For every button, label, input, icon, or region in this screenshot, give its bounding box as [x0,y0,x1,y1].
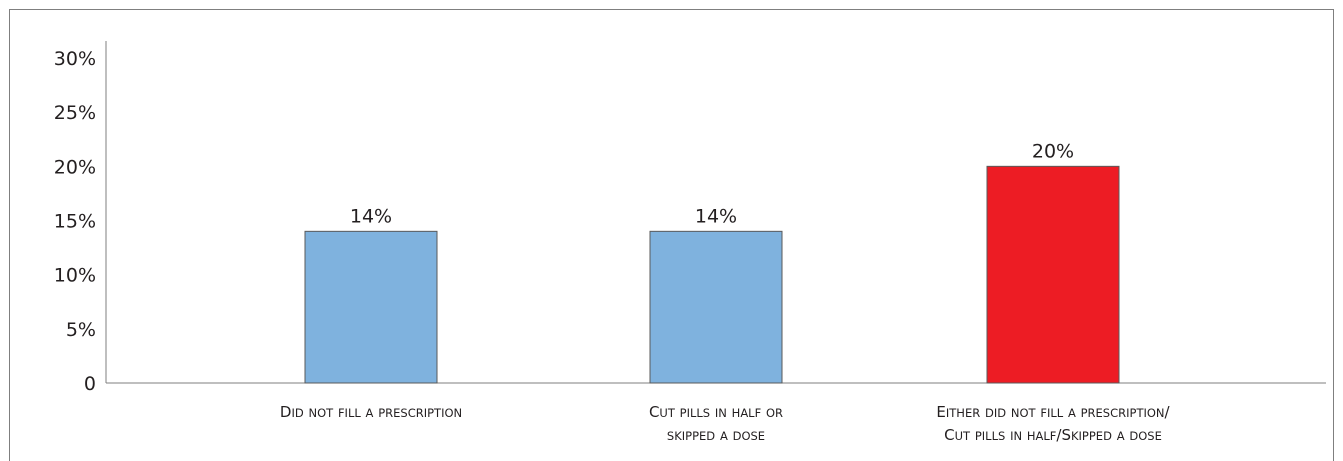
x-tick-label: CUT PILLS IN HALF OR [649,403,783,421]
y-tick-label: 25% [54,102,96,124]
bar [304,230,438,384]
x-tick-label: DID NOT FILL A PRESCRIPTION [280,403,462,421]
y-tick-label: 10% [54,265,96,287]
x-tick-label: SKIPPED A DOSE [667,426,765,444]
x-tick-label: CUT PILLS IN HALF/SKIPPED A DOSE [944,426,1162,444]
y-tick-label: 0 [84,373,96,395]
y-tick-label: 15% [54,211,96,233]
data-label: 14% [695,205,737,227]
y-tick-label: 30% [54,48,96,70]
bar [986,165,1120,384]
data-label: 20% [1032,140,1074,162]
y-tick-label: 5% [66,319,96,341]
x-tick-label: EITHER DID NOT FILL A PRESCRIPTION/ [936,403,1170,421]
data-label: 14% [350,205,392,227]
bar [649,230,783,384]
y-tick-label: 20% [54,156,96,178]
